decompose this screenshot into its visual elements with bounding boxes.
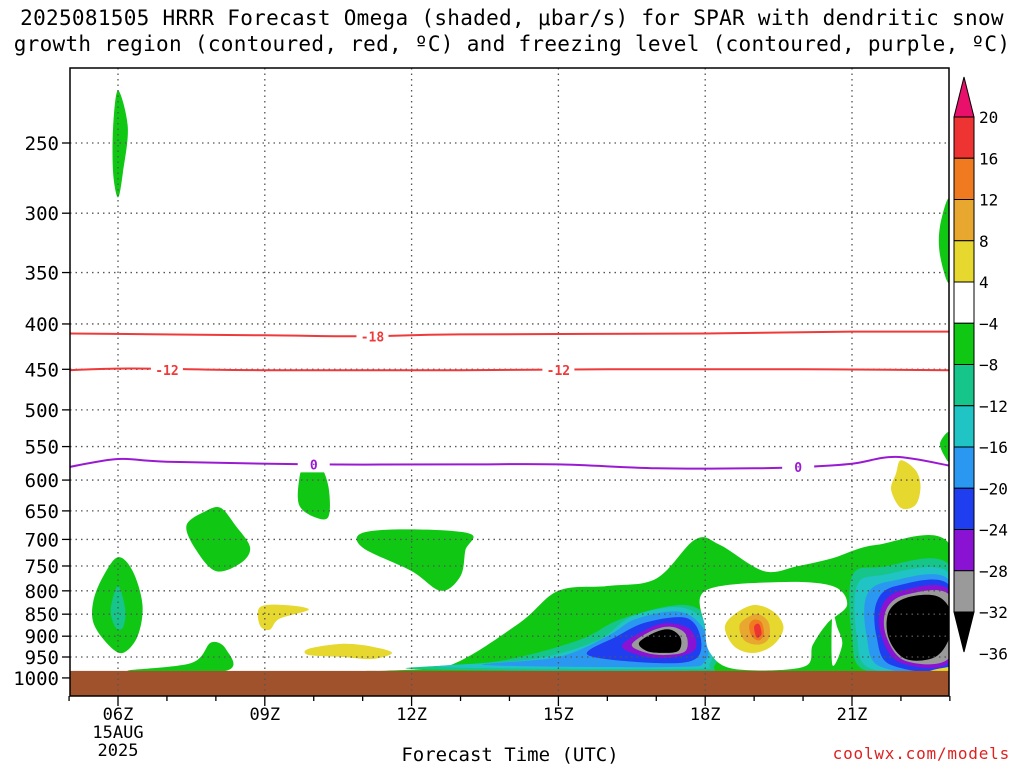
omega-region-8: [127, 641, 234, 673]
y-tick-label: 900: [25, 626, 59, 648]
contour-label-bg: [782, 459, 815, 476]
colorbar-swatch: [953, 364, 975, 407]
omega-region-5: [356, 529, 474, 591]
y-tick-label: 400: [25, 314, 59, 336]
omega-region-1: [938, 198, 949, 284]
colorbar-label: 8: [979, 232, 989, 251]
contour-line-1: [70, 367, 949, 372]
y-tick-label: 350: [25, 263, 59, 285]
colorbar: 20 16 12 8 4 −4 −8 −12 −16 −20 −24 −28 −32 −36: [953, 76, 1008, 663]
colorbar-swatch: [953, 487, 975, 530]
colorbar-label: 4: [979, 273, 989, 292]
colorbar-label: −24: [979, 521, 1008, 540]
x-tick-label: 06Z: [103, 705, 134, 725]
omega-region-3: [186, 506, 251, 572]
contour-line-0: [70, 330, 949, 338]
x-tick-label: 15Z: [543, 705, 574, 725]
contour-line-2: [70, 455, 949, 470]
grid-layer: [70, 68, 949, 696]
y-tick-label: 750: [25, 556, 59, 578]
colorbar-label: 16: [979, 149, 998, 168]
omega-region-25: [886, 594, 949, 661]
contour-label-bg: [356, 328, 389, 345]
colorbar-label: −20: [979, 479, 1008, 498]
y-tick-label: 450: [25, 359, 59, 381]
omega-region-27: [257, 604, 309, 631]
y-tick-label: 650: [25, 501, 59, 523]
omega-region-28: [304, 643, 392, 660]
colorbar-swatch: [953, 116, 975, 159]
x-tick-label: 12Z: [396, 705, 427, 725]
x-tick-label: 21Z: [837, 705, 868, 725]
y-tick-label: 950: [25, 647, 59, 669]
x-tick-label: 18Z: [690, 705, 721, 725]
contour-label-bg: [297, 456, 330, 473]
y-tick-label: 700: [25, 529, 59, 551]
colorbar-swatch: [953, 405, 975, 448]
omega-region-26: [890, 460, 921, 510]
credit-text: coolwx.com/models: [832, 744, 1010, 763]
y-axis: 2503003504004505005506006507007508008509…: [13, 133, 70, 690]
colorbar-top-arrow: [953, 76, 975, 118]
omega-region-0: [112, 90, 128, 198]
contour-label: -12: [547, 364, 570, 379]
contour-labels-layer: -18 -12 -12 0 0: [150, 328, 815, 476]
ground-fill: [70, 670, 949, 696]
colorbar-swatch: [953, 199, 975, 242]
y-tick-label: 800: [25, 581, 59, 603]
chart-title-line1: 2025081505 HRRR Forecast Omega (shaded, …: [20, 6, 1004, 30]
omega-region-4: [297, 462, 330, 520]
colorbar-swatch: [953, 281, 975, 324]
y-tick-label: 500: [25, 400, 59, 422]
contour-label-bg: [542, 362, 575, 379]
x-date-label: 2025: [98, 741, 139, 761]
contour-label: 0: [794, 461, 802, 476]
x-tick-label: 09Z: [249, 705, 280, 725]
omega-region-33: [930, 667, 949, 672]
contour-label-bg: [150, 362, 183, 379]
y-tick-label: 250: [25, 133, 59, 155]
colorbar-label: −28: [979, 562, 1008, 581]
colorbar-label: −8: [979, 356, 998, 375]
colorbar-swatch: [953, 529, 975, 572]
colorbar-label: 12: [979, 191, 998, 210]
colorbar-swatch: [953, 446, 975, 489]
colorbar-swatch: [953, 157, 975, 200]
colorbar-label: −36: [979, 644, 1008, 663]
omega-region-18: [831, 612, 843, 666]
ground-layer: [70, 670, 949, 696]
omega-region-16: [638, 629, 682, 653]
colorbar-label: −12: [979, 397, 1008, 416]
colorbar-label: −32: [979, 603, 1008, 622]
y-tick-label: 300: [25, 203, 59, 225]
colorbar-label: −16: [979, 438, 1008, 457]
contour-label: -18: [361, 330, 385, 345]
chart-title-line2: growth region (contoured, red, ºC) and f…: [13, 32, 1011, 56]
contour-label: -12: [155, 364, 178, 379]
y-tick-label: 850: [25, 604, 59, 626]
contour-layer: [70, 330, 949, 470]
y-tick-label: 1000: [13, 668, 59, 690]
colorbar-swatch: [953, 240, 975, 283]
y-tick-label: 550: [25, 437, 59, 459]
colorbar-bottom-arrow: [953, 611, 975, 653]
colorbar-swatch: [953, 570, 975, 613]
colorbar-label: 20: [979, 108, 998, 127]
contour-label: 0: [310, 458, 318, 473]
y-tick-label: 600: [25, 470, 59, 492]
x-axis-title: Forecast Time (UTC): [401, 744, 619, 766]
x-date-label: 15AUG: [92, 723, 143, 743]
colorbar-swatch: [953, 322, 975, 365]
omega-region-32: [754, 623, 762, 638]
colorbar-label: −4: [979, 314, 998, 333]
omega-shading-layer: [91, 90, 949, 681]
